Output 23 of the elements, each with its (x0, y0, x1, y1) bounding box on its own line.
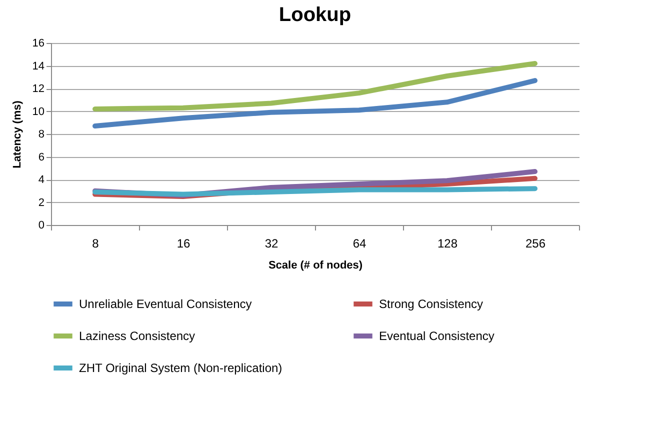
legend-label: Laziness Consistency (79, 329, 196, 343)
y-tick-label: 4 (38, 174, 44, 186)
legend-label: Eventual Consistency (379, 329, 494, 343)
chart-title: Lookup (278, 4, 352, 26)
legend-label: ZHT Original System (Non-replication) (79, 361, 282, 375)
y-tick-label: 2 (38, 196, 44, 209)
y-tick-label: 10 (32, 106, 44, 118)
y-axis-title: Latency (ms) (11, 100, 24, 168)
x-tick-label: 256 (525, 236, 546, 250)
y-tick-label: 8 (38, 128, 44, 140)
x-axis-title: Scale (# of nodes) (268, 260, 363, 272)
x-tick-label: 8 (92, 236, 100, 250)
legend-label: Unreliable Eventual Consistency (79, 297, 252, 311)
legend-label: Strong Consistency (379, 297, 484, 311)
y-tick-label: 14 (32, 60, 44, 72)
x-tick-label: 64 (352, 236, 366, 250)
y-tick-label: 16 (32, 38, 44, 50)
y-tick-label: 12 (32, 83, 44, 95)
y-tick-label: 6 (38, 151, 44, 164)
y-tick-label: 0 (38, 220, 44, 232)
x-tick-label: 128 (437, 236, 458, 250)
x-tick-label: 16 (176, 236, 190, 250)
x-tick-label: 32 (264, 236, 278, 250)
